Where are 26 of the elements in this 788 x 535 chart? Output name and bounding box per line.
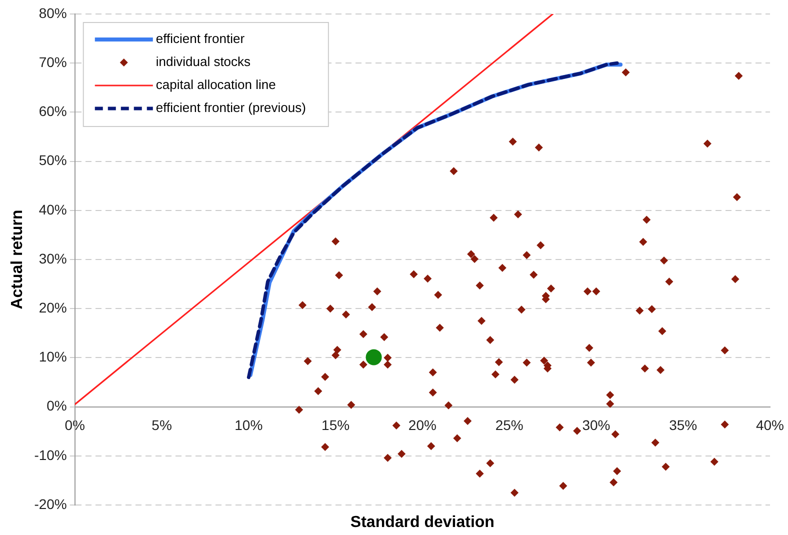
x-tick-label: 15% <box>322 417 350 434</box>
y-axis-title: Actual return <box>9 210 26 310</box>
x-tick-label: 25% <box>495 417 524 434</box>
x-tick-label: 20% <box>408 417 436 434</box>
y-tick-label: -10% <box>34 446 67 463</box>
legend-label: individual stocks <box>156 54 252 70</box>
x-tick-label: 0% <box>64 417 85 434</box>
y-tick-label: 50% <box>38 152 67 168</box>
x-tick-label: 40% <box>756 417 784 434</box>
y-tick-label: 80% <box>38 4 67 21</box>
y-tick-label: 60% <box>38 103 67 120</box>
y-tick-label: 20% <box>38 299 67 316</box>
y-tick-label: 40% <box>38 201 67 218</box>
y-tick-label: 0% <box>46 398 67 414</box>
x-tick-label: 10% <box>234 417 263 434</box>
x-tick-label: 30% <box>582 417 610 434</box>
y-tick-label: 30% <box>38 250 67 266</box>
legend-label: capital allocation line <box>156 77 276 92</box>
legend-label: efficient frontier <box>156 31 246 46</box>
x-axis-title: Standard deviation <box>350 514 494 531</box>
y-tick-label: 10% <box>38 348 67 365</box>
x-tick-label: 35% <box>669 417 698 434</box>
legend-label: efficient frontier (previous) <box>156 100 306 116</box>
x-tick-label: 5% <box>152 417 172 434</box>
y-tick-label: -20% <box>34 496 67 512</box>
y-tick-label: 70% <box>38 54 67 70</box>
